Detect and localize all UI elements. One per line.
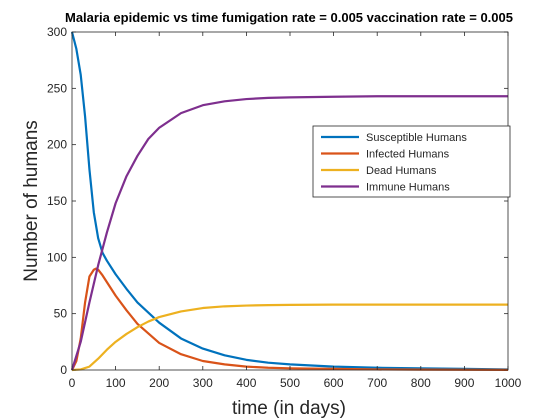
y-tick-label: 150 [47,194,67,208]
chart-title: Malaria epidemic vs time fumigation rate… [65,10,513,25]
legend: Susceptible Humans Infected Humans Dead Hu… [312,125,511,198]
x-axis-label: time (in days) [232,398,346,419]
x-tick-label: 900 [454,376,474,390]
x-tick-label: 100 [106,376,126,390]
series-line-3 [70,95,508,371]
x-tick-label: 1000 [495,376,522,390]
x-tick-label: 700 [367,376,387,390]
y-tick-label: 50 [54,307,68,321]
x-tick-label: 400 [236,376,256,390]
y-tick-label: 0 [60,363,67,377]
y-tick-label: 200 [47,138,67,152]
x-tick-label: 500 [280,376,300,390]
y-tick-label: 250 [47,81,67,95]
x-tick-label: 0 [69,376,76,390]
y-tick-label: 300 [47,25,67,39]
x-tick-label: 600 [324,376,344,390]
legend-label-3: Immune Humans [366,182,450,194]
legend-label-2: Dead Humans [366,165,437,177]
x-tick-label: 300 [193,376,213,390]
x-tick-label: 800 [411,376,431,390]
y-tick-label: 100 [47,250,67,264]
x-tick-label: 200 [149,376,169,390]
legend-label-0: Susceptible Humans [366,132,467,144]
axes: 0 100 200 300 400 500 600 700 800 900 1000 0 50 100 15… [47,25,522,390]
y-axis-label: Number of humans [21,120,42,282]
series-line-2 [71,303,508,372]
plot-background [72,32,508,370]
legend-label-1: Infected Humans [366,149,450,161]
plot-area [70,31,509,372]
